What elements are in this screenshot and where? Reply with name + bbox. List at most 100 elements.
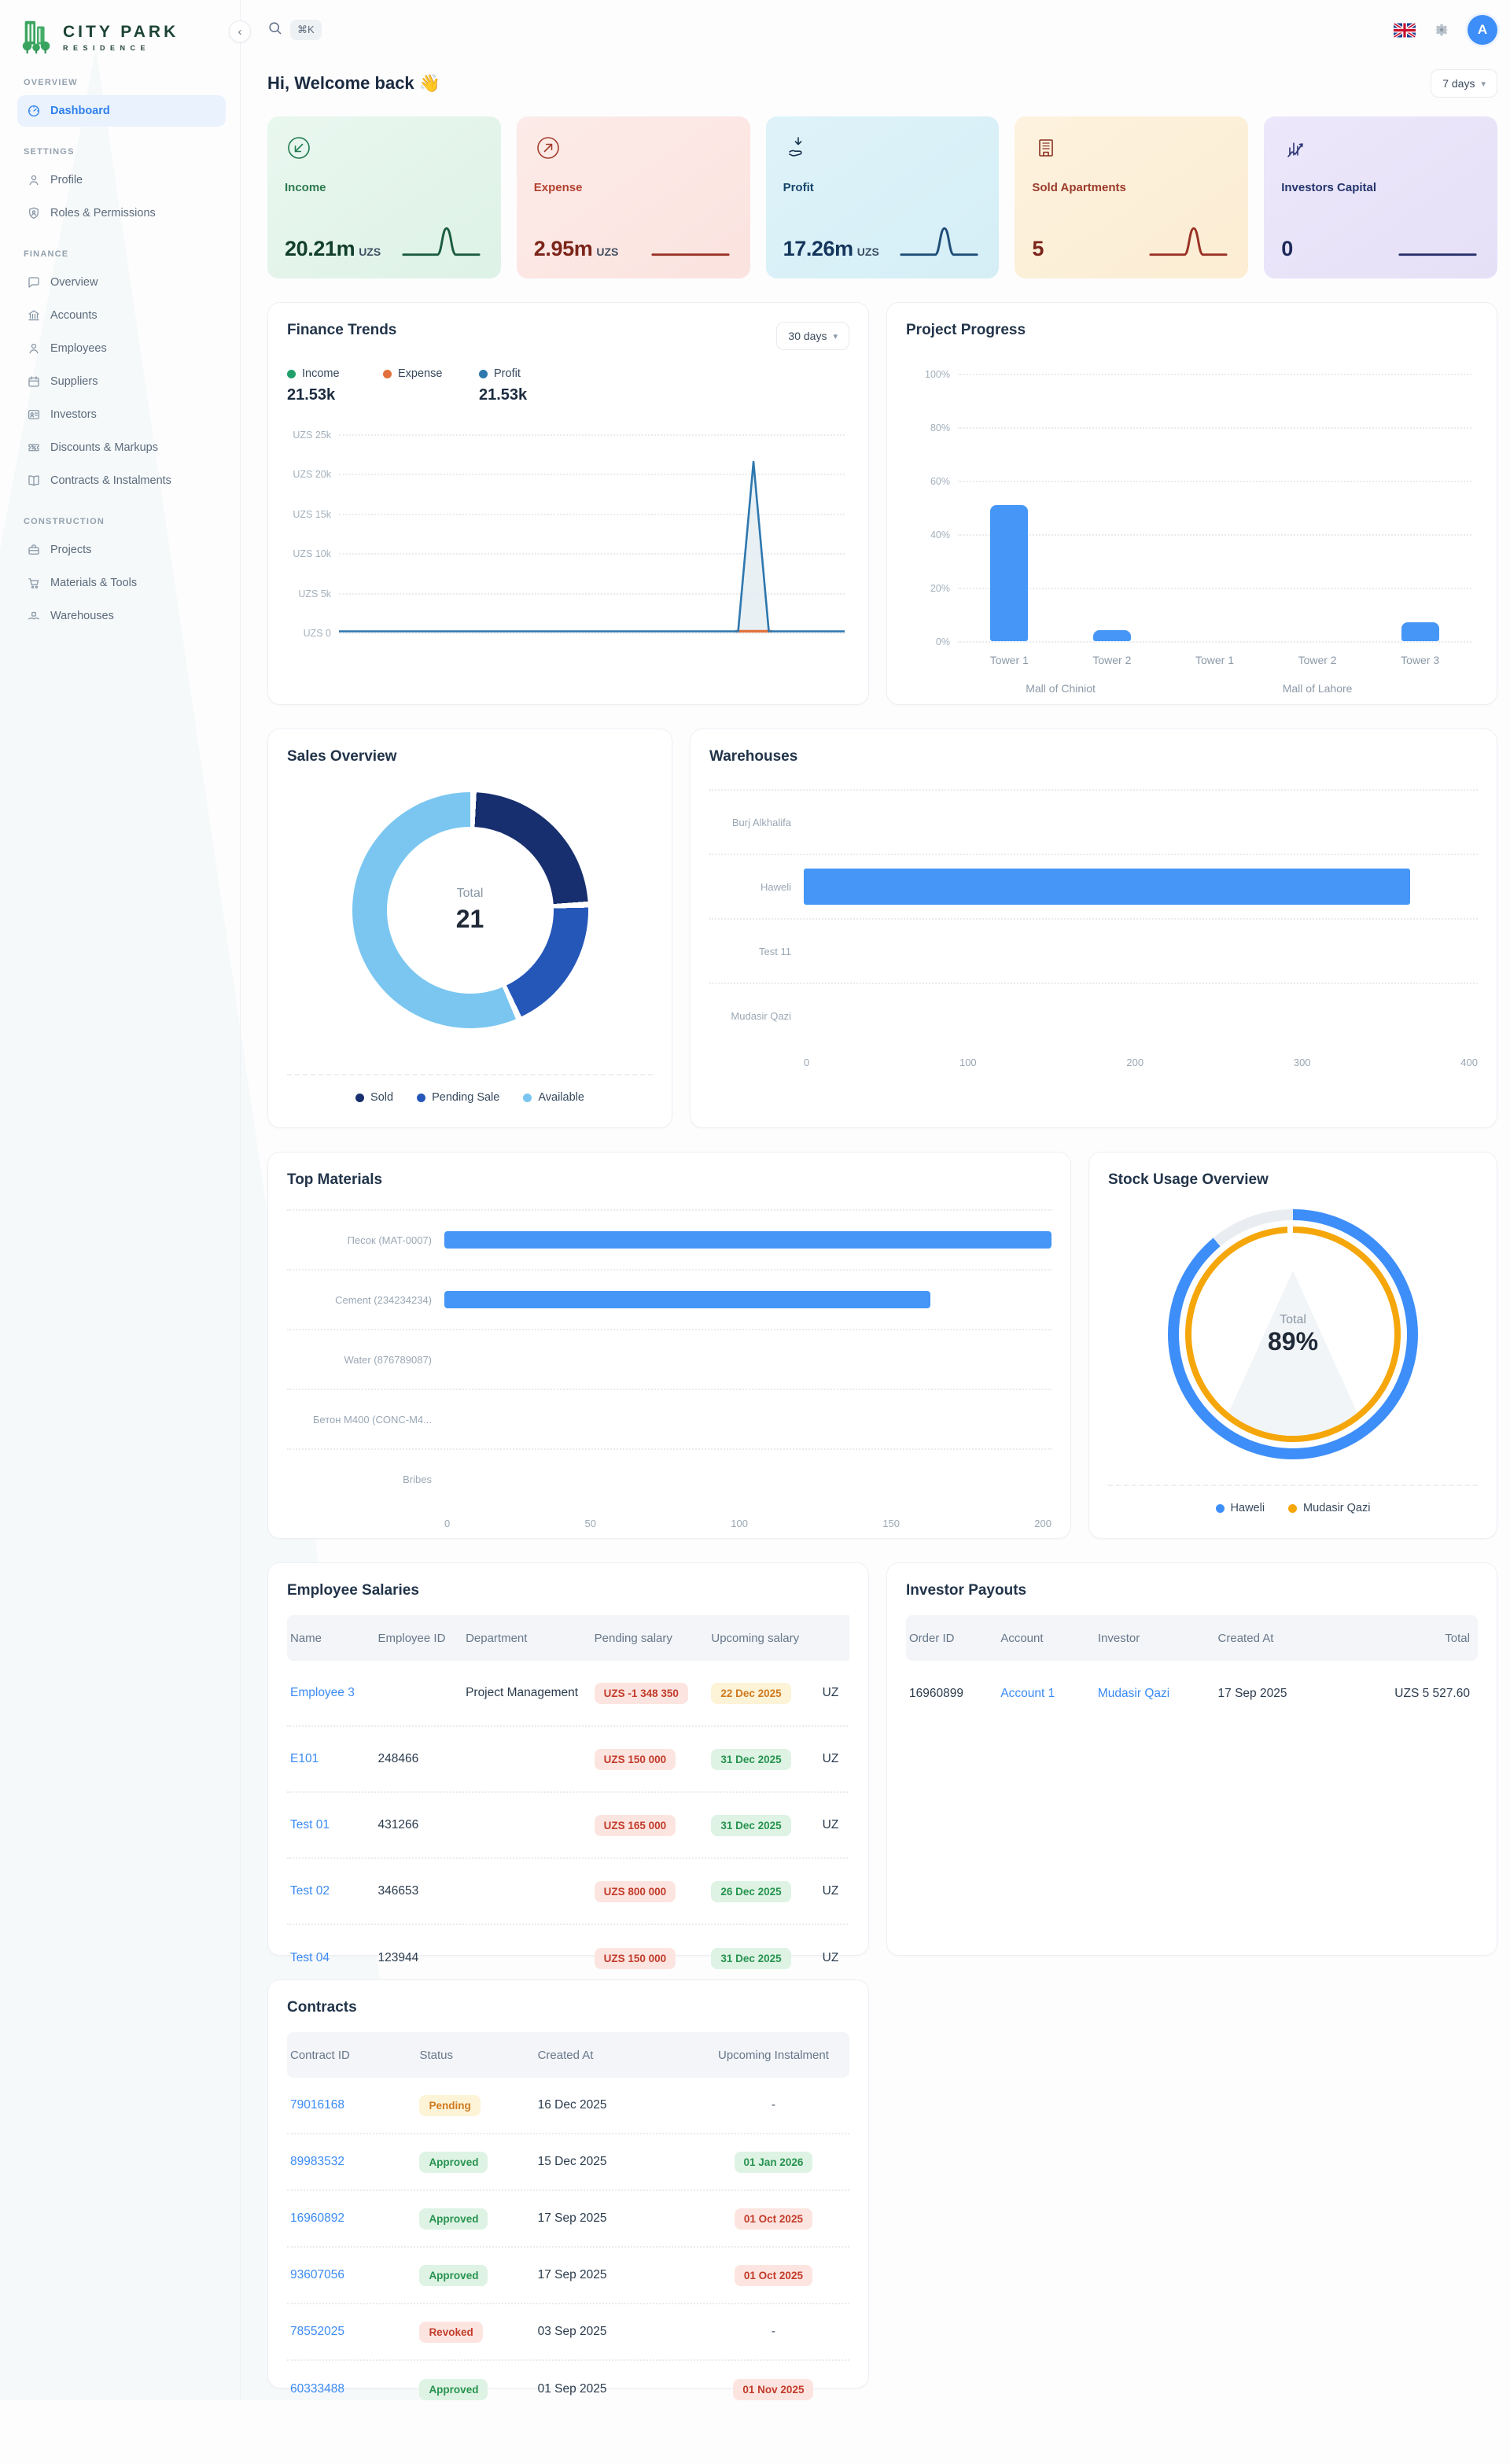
sidebar-item-roles-permissions[interactable]: Roles & Permissions [17,197,226,229]
employee-salaries-card: Employee Salaries Name Employee ID Depar… [267,1562,869,1969]
income-sparkline [402,227,481,256]
sidebar-item-accounts[interactable]: Accounts [17,300,226,331]
project-progress-card: Project Progress 100% 80% 60% 40% 20% 0% [886,302,1497,705]
contract-link[interactable]: 89983532 [290,2155,344,2168]
sidebar-item-profile[interactable]: Profile [17,164,226,196]
card-title: Investor Payouts [906,1582,1027,1599]
stat-label: Expense [533,181,583,194]
group-labels: Mall of Chiniot Mall of Lahore [1026,682,1353,695]
account-link[interactable]: Account 1 [1000,1687,1055,1700]
employee-link[interactable]: Test 01 [290,1818,330,1831]
profit-sparkline [900,227,978,256]
sidebar-item-materials-tools[interactable]: Materials & Tools [17,567,226,599]
pending-salary-badge: UZS 165 000 [594,1814,676,1836]
user-avatar[interactable]: A [1468,15,1497,45]
stock-usage-chart: Total 89% [1168,1209,1418,1459]
sidebar-item-label: Profile [50,174,83,186]
table-row: E101 248466 UZS 150 000 31 Dec 2025 UZ [287,1727,849,1793]
employee-link[interactable]: Employee 3 [290,1686,355,1699]
sidebar-item-investors[interactable]: Investors [17,399,226,430]
bar-pesok [444,1231,1051,1249]
stat-card-sold-apartments: Sold Apartments 5 [1015,116,1249,278]
card-title: Warehouses [709,748,798,765]
stat-card-profit: Profit 17.26m UZS [765,116,1000,278]
sidebar-item-discounts-markups[interactable]: Discounts & Markups [17,432,226,463]
sidebar-item-label: Warehouses [50,610,114,622]
bar-tower3-lahore [1401,622,1439,641]
book-icon [27,474,41,488]
person-icon [27,173,41,187]
stat-value: 5 [1032,237,1044,260]
bar-labels: Tower 1 Tower 2 Tower 1 Tower 2 Tower 3 [989,654,1440,666]
sidebar-item-finance-overview[interactable]: Overview [17,267,226,298]
person-icon [27,341,41,356]
employee-link[interactable]: Test 02 [290,1884,330,1898]
upcoming-salary-badge: 31 Dec 2025 [711,1814,791,1836]
sidebar-item-projects[interactable]: Projects [17,534,226,566]
employee-link[interactable]: E101 [290,1752,319,1765]
expense-sparkline [651,253,730,256]
calendar-icon [27,374,41,389]
donut-center-value: 21 [455,905,484,933]
contract-link[interactable]: 16960892 [290,2211,344,2225]
contract-link[interactable]: 78552025 [290,2325,344,2338]
dashboard-icon [27,104,41,118]
warehouse-icon [27,609,41,623]
income-arrow-icon [285,134,313,162]
profit-total: 21.53k [479,386,528,404]
brand-logo: CITY PARK RESIDENCE [17,17,226,57]
finance-trends-card: Finance Trends 30 days ▾ Income 21.53k E… [267,302,869,705]
stat-value: 2.95m [533,237,593,260]
investor-payouts-card: Investor Payouts Order ID Account Invest… [886,1562,1497,1956]
table-row: 89983532 Approved 15 Dec 2025 01 Jan 202… [287,2134,849,2191]
sidebar-item-employees[interactable]: Employees [17,333,226,364]
capital-chart-icon [1281,134,1309,162]
finance-range-dropdown[interactable]: 30 days ▾ [776,322,849,350]
stat-unit: UZS [856,245,879,258]
brand-subtitle: RESIDENCE [63,44,151,52]
settings-gear-icon[interactable] [1433,21,1450,39]
contract-link[interactable]: 93607056 [290,2268,344,2281]
investor-link[interactable]: Mudasir Qazi [1097,1687,1170,1700]
topbar: ⌘K A [267,11,1497,49]
sidebar-item-label: Dashboard [50,105,110,117]
search-input[interactable]: ⌘K [267,20,322,40]
employee-link[interactable]: Test 04 [290,1951,330,1964]
sidebar-collapse-button[interactable]: ‹ [229,20,251,42]
main-content: ⌘K A Hi, Welcome bac [241,0,1510,2400]
sidebar-item-suppliers[interactable]: Suppliers [17,366,226,397]
contract-link[interactable]: 60333488 [290,2382,344,2396]
sidebar-item-label: Accounts [50,309,98,322]
card-title: Employee Salaries [287,1582,419,1599]
nav-section-construction: CONSTRUCTION [24,517,105,526]
warehouses-chart: Burj Alkhalifa Haweli Test 11 Mudasir Qa… [709,789,1478,1068]
stat-value: 20.21m [285,237,355,260]
sidebar-item-dashboard[interactable]: Dashboard [17,95,226,127]
instalment-badge: 01 Nov 2025 [733,2378,814,2400]
date-range-dropdown[interactable]: 7 days ▾ [1431,69,1497,98]
x-axis-ticks: 0 50 100 150 200 [444,1518,1051,1529]
sidebar-item-warehouses[interactable]: Warehouses [17,600,226,632]
income-total: 21.53k [287,386,336,404]
bar-tower2-chiniot [1092,630,1131,641]
sidebar-item-label: Materials & Tools [50,577,138,589]
legend-expense: Expense [383,367,459,380]
citypark-logo-icon [19,17,55,57]
chevron-down-icon: ▾ [1481,79,1486,89]
stat-card-income: Income 20.21m UZS [267,116,501,278]
upcoming-salary-badge: 26 Dec 2025 [711,1880,791,1902]
top-materials-card: Top Materials Песок (MAT-0007) Cement (2… [267,1152,1071,1539]
stock-usage-card: Stock Usage Overview Total 89% [1088,1152,1497,1539]
card-title: Project Progress [906,322,1026,338]
stat-label: Sold Apartments [1032,181,1126,194]
status-badge: Approved [419,2208,488,2230]
sidebar-item-label: Discounts & Markups [50,441,158,454]
search-icon [267,20,282,39]
status-badge: Revoked [419,2321,483,2343]
date-range-value: 7 days [1442,77,1475,90]
contract-link[interactable]: 79016168 [290,2098,344,2112]
sidebar-item-contracts-instalments[interactable]: Contracts & Instalments [17,465,226,496]
language-flag-icon[interactable] [1394,22,1416,38]
nav-section-finance: FINANCE [24,249,69,259]
status-badge: Approved [419,2264,488,2286]
